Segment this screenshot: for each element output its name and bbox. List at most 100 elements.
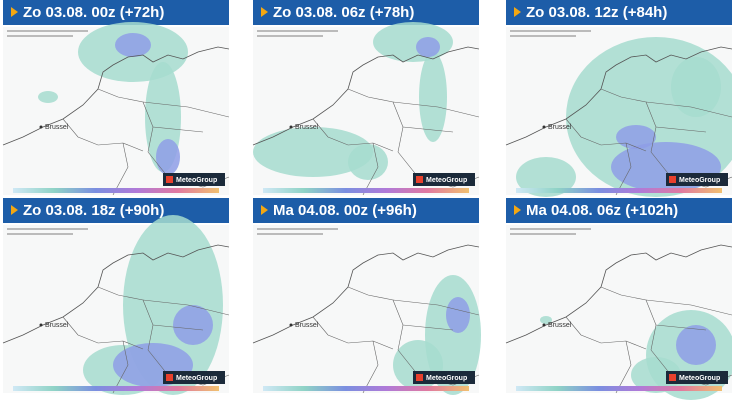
map-caption xyxy=(7,233,73,235)
forecast-panel: Zo 03.08. 18z (+90h) Brussel MeteoGroup xyxy=(2,198,230,395)
border xyxy=(565,118,647,152)
border xyxy=(112,340,129,394)
map-caption xyxy=(257,228,338,230)
city-label: Brussel xyxy=(45,322,69,329)
color-scale xyxy=(516,188,722,193)
color-scale xyxy=(263,386,469,391)
weather-map: Brussel MeteoGroup xyxy=(505,27,732,197)
coastline xyxy=(505,46,732,146)
logo-text: MeteoGroup xyxy=(426,375,467,382)
border xyxy=(152,324,204,331)
city-label: Brussel xyxy=(45,124,69,131)
border xyxy=(615,340,632,394)
panel-header xyxy=(3,0,229,25)
color-scale xyxy=(263,188,469,193)
panel-title: Zo 03.08. 18z (+90h) xyxy=(23,202,164,219)
border xyxy=(655,324,707,331)
logo-box xyxy=(413,173,475,186)
city-dot xyxy=(39,125,43,129)
precip-area xyxy=(416,37,440,57)
logo-mark xyxy=(416,176,423,183)
panel-title: Zo 03.08. 06z (+78h) xyxy=(273,4,414,21)
coastline xyxy=(2,46,230,146)
border xyxy=(392,101,480,118)
border xyxy=(362,142,379,196)
map-caption xyxy=(510,35,576,37)
map-caption xyxy=(257,233,323,235)
precip-area xyxy=(676,325,716,365)
coastline xyxy=(2,244,230,344)
panel-header xyxy=(253,0,479,25)
logo-text: MeteoGroup xyxy=(426,177,467,184)
logo-text: MeteoGroup xyxy=(176,375,217,382)
logo-box xyxy=(666,173,728,186)
precip-area xyxy=(348,144,388,180)
border xyxy=(645,101,732,118)
map-caption xyxy=(510,233,576,235)
precip-area xyxy=(540,316,552,324)
map-caption xyxy=(7,228,88,230)
weather-map: Brussel MeteoGroup xyxy=(2,215,230,395)
header-arrow xyxy=(11,7,18,17)
city-label: Brussel xyxy=(295,124,319,131)
border xyxy=(565,316,647,350)
border xyxy=(615,142,632,196)
panel-header xyxy=(3,198,229,223)
panel-header xyxy=(506,0,732,25)
border xyxy=(62,316,144,350)
logo-box xyxy=(666,371,728,384)
border xyxy=(402,126,454,133)
weather-map: Brussel MeteoGroup xyxy=(252,225,481,395)
border xyxy=(312,316,394,350)
border xyxy=(362,340,379,394)
logo-box xyxy=(163,371,225,384)
panel-header xyxy=(506,198,732,223)
precip-area xyxy=(173,305,213,345)
logo-mark xyxy=(669,374,676,381)
weather-map: Brussel MeteoGroup xyxy=(2,22,230,196)
logo-box xyxy=(163,173,225,186)
precip-area xyxy=(516,157,576,197)
precip-area xyxy=(446,297,470,333)
logo-mark xyxy=(416,374,423,381)
panel-header xyxy=(253,198,479,223)
forecast-panel: Zo 03.08. 00z (+72h) Brussel MeteoGroup xyxy=(2,0,230,196)
map-caption xyxy=(510,30,591,32)
city-dot xyxy=(289,125,293,129)
precip-area xyxy=(156,139,180,175)
color-scale xyxy=(13,386,219,391)
border xyxy=(112,142,129,196)
precip-area xyxy=(671,57,721,117)
coastline xyxy=(252,46,480,146)
coastline xyxy=(252,244,480,344)
header-arrow xyxy=(514,7,521,17)
city-label: Brussel xyxy=(295,322,319,329)
logo-mark xyxy=(166,176,173,183)
map-caption xyxy=(7,30,88,32)
precip-area xyxy=(616,125,656,149)
header-arrow xyxy=(514,205,521,215)
header-arrow xyxy=(11,205,18,215)
logo-mark xyxy=(669,176,676,183)
panel-title: Zo 03.08. 00z (+72h) xyxy=(23,4,164,21)
panel-title: Zo 03.08. 12z (+84h) xyxy=(526,4,667,21)
border xyxy=(152,126,204,133)
precip-area xyxy=(115,33,151,57)
precip-area xyxy=(419,52,447,142)
border xyxy=(655,126,707,133)
map-caption xyxy=(257,30,338,32)
border xyxy=(645,299,732,316)
logo-text: MeteoGroup xyxy=(679,375,720,382)
border xyxy=(312,118,394,152)
logo-box xyxy=(413,371,475,384)
city-dot xyxy=(542,323,546,327)
header-arrow xyxy=(261,205,268,215)
panel-title: Ma 04.08. 06z (+102h) xyxy=(526,202,678,219)
city-dot xyxy=(39,323,43,327)
color-scale xyxy=(516,386,722,391)
logo-text: MeteoGroup xyxy=(679,177,720,184)
forecast-panel: Zo 03.08. 12z (+84h) Brussel MeteoGroup xyxy=(505,0,732,197)
precip-area xyxy=(253,127,373,177)
map-caption xyxy=(7,35,73,37)
border xyxy=(62,118,144,152)
